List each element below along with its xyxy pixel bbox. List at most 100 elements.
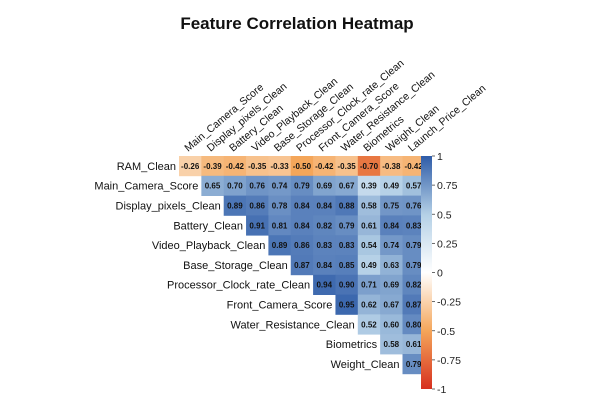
cell-value-label: -0.50 [293,162,312,171]
heatmap-cell [380,235,403,256]
cell-value-label: 0.69 [384,281,400,290]
heatmap-cell [380,314,403,335]
heatmap-cell [357,175,381,196]
cell-value-label: 0.49 [384,182,400,191]
cell-value-label: 0.63 [384,261,400,270]
cell-value-label: 0.80 [406,320,422,329]
chart-title: Feature Correlation Heatmap [180,14,414,33]
heatmap-cell [335,215,359,236]
cell-value-label: 0.49 [361,261,377,270]
cell-value-label: -0.26 [181,162,200,171]
cell-value-label: 0.90 [339,281,355,290]
cell-value-label: 0.75 [384,202,400,211]
heatmap-cell [402,314,426,335]
legend-tick-label: -0.25 [437,297,461,309]
cell-value-label: 0.87 [294,261,310,270]
heatmap-cell [268,156,292,177]
cell-value-label: -0.38 [382,162,401,171]
cell-value-label: 0.79 [294,182,310,191]
cell-value-label: 0.58 [361,202,377,211]
legend-tick-label: 0 [437,268,443,280]
heatmap-cell [380,175,403,196]
heatmap-cell [335,274,359,295]
cell-value-label: -0.42 [405,162,424,171]
heatmap-cell [402,354,426,375]
heatmap-cell [223,175,247,196]
heatmap-cell [380,195,403,216]
heatmap-cell [357,195,381,216]
cell-value-label: 0.81 [272,221,288,230]
cell-value-label: -0.35 [338,162,357,171]
cell-value-label: 0.79 [406,261,422,270]
row-label: Video_Playback_Clean [152,240,266,252]
heatmap-cell [201,156,225,177]
heatmap-cell [357,255,381,276]
heatmap-cell [380,334,403,355]
heatmap-cell [313,156,336,177]
cell-value-label: 0.76 [406,202,422,211]
heatmap-cell [380,255,403,276]
heatmap-cell [380,215,403,236]
heatmap-cell [268,195,292,216]
cell-value-label: 0.89 [272,241,288,250]
cell-value-label: 0.67 [384,301,400,310]
cell-value-label: -0.39 [203,162,222,171]
heatmap-cell [357,294,381,315]
row-label: Display_pixels_Clean [116,201,221,213]
cell-value-label: 0.79 [406,241,422,250]
heatmap-cell [402,215,426,236]
cell-value-label: 0.85 [339,261,355,270]
heatmap-cell [313,235,336,256]
heatmap-cell [313,215,336,236]
heatmap-cell [402,175,426,196]
heatmap-cell [335,255,359,276]
cell-value-label: -0.42 [315,162,334,171]
heatmap-cell [290,156,314,177]
cell-value-label: -0.70 [360,162,379,171]
cell-value-label: 0.83 [316,241,332,250]
heatmap-cell [402,334,426,355]
row-label: Water_Resistance_Clean [230,319,354,331]
heatmap-cell [380,156,403,177]
heatmap-cell [402,274,426,295]
heatmap-cell [335,294,359,315]
cell-value-label: 0.91 [249,221,265,230]
cell-value-label: 0.82 [316,221,332,230]
heatmap-cell [402,255,426,276]
cell-value-label: 0.61 [361,221,377,230]
cell-value-label: 0.70 [227,182,243,191]
cell-value-label: 0.94 [316,281,332,290]
cell-value-label: 0.83 [339,241,355,250]
cell-value-label: 0.67 [339,182,355,191]
legend-tick-label: 0.75 [437,180,458,192]
heatmap-cell [290,195,314,216]
heatmap-cell [380,294,403,315]
heatmap-cell [223,156,247,177]
heatmap-cell [246,195,269,216]
cell-value-label: 0.69 [316,182,332,191]
cell-value-label: 0.52 [361,320,377,329]
heatmap-cell [335,235,359,256]
cell-value-label: 0.84 [294,221,310,230]
cell-value-label: 0.84 [384,221,400,230]
cell-value-label: 0.79 [339,221,355,230]
legend-tick-label: -0.75 [437,355,461,367]
cell-value-label: 0.58 [384,340,400,349]
heatmap-cell [357,274,381,295]
cell-value-label: 0.79 [406,360,422,369]
cell-value-label: 0.62 [361,301,377,310]
heatmap-cell [380,274,403,295]
cell-value-label: 0.83 [406,221,422,230]
legend-tick-label: 0.25 [437,238,458,250]
cell-value-label: 0.65 [205,182,221,191]
color-legend-bar [421,156,432,389]
heatmap-cell [268,215,292,236]
heatmap-cell [402,235,426,256]
cell-value-label: 0.95 [339,301,355,310]
row-label: Weight_Clean [331,359,400,371]
cell-value-label: 0.88 [339,202,355,211]
heatmap-cell [357,156,381,177]
cell-value-label: 0.60 [384,320,400,329]
cell-value-label: 0.78 [272,202,288,211]
cell-value-label: 0.74 [384,241,400,250]
